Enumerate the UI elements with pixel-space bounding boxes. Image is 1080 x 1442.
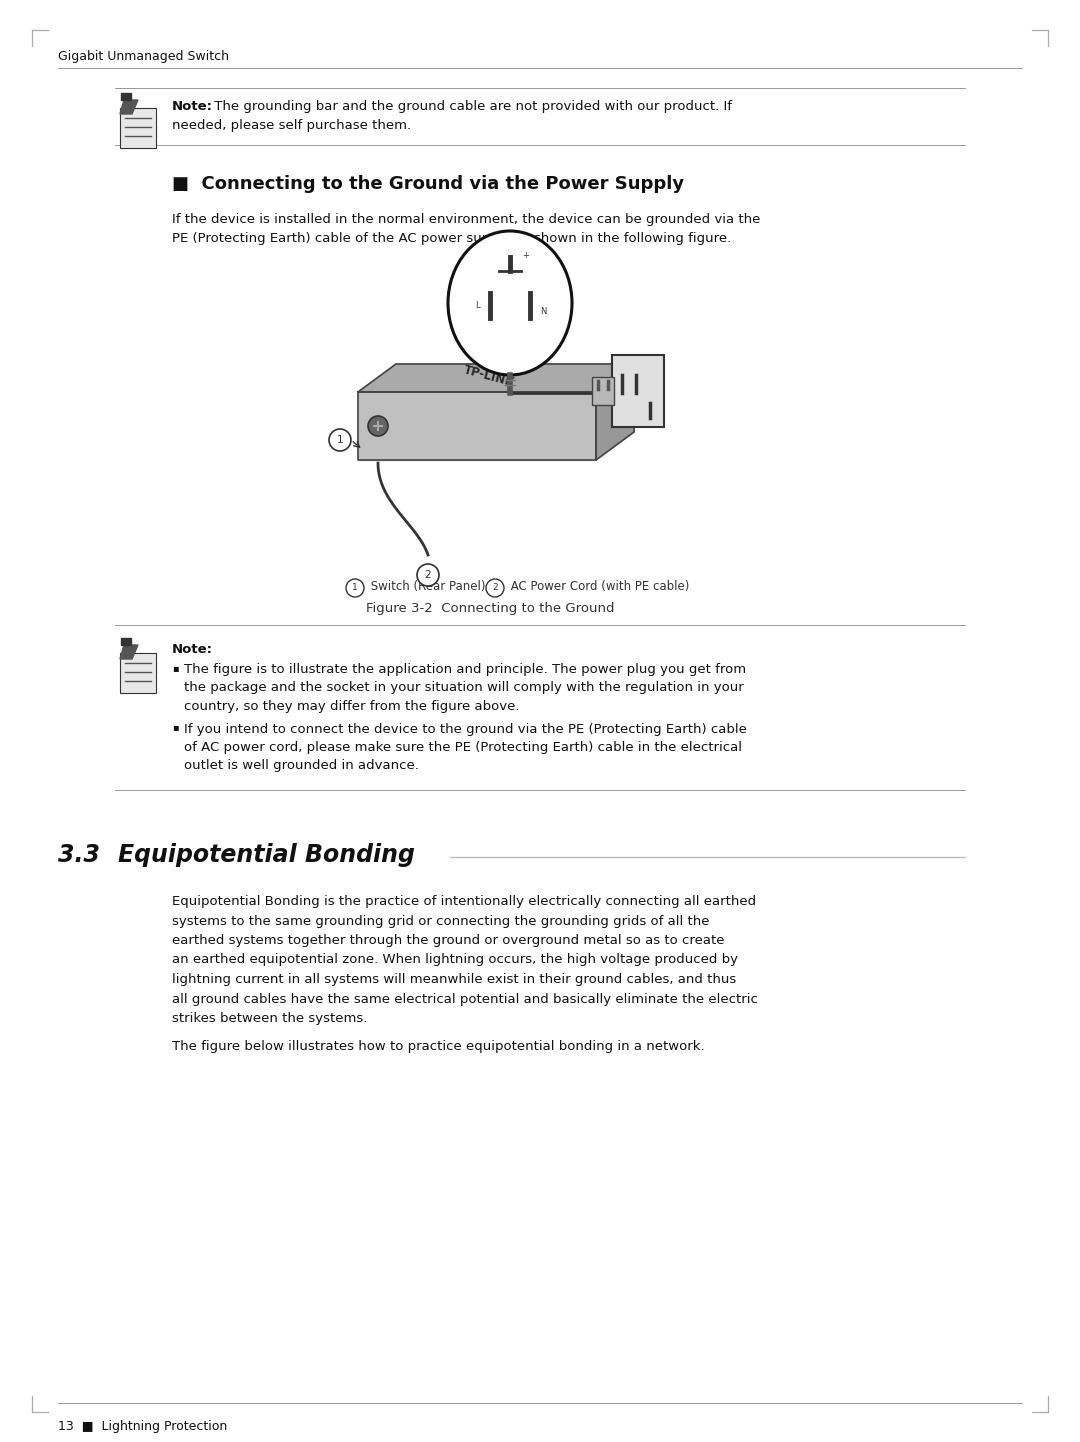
Circle shape: [417, 564, 438, 585]
Circle shape: [329, 430, 351, 451]
Text: 2: 2: [424, 570, 431, 580]
Text: 2: 2: [492, 584, 498, 593]
Text: The figure is to illustrate the application and principle. The power plug you ge: The figure is to illustrate the applicat…: [184, 663, 746, 676]
Text: The figure below illustrates how to practice equipotential bonding in a network.: The figure below illustrates how to prac…: [172, 1040, 704, 1053]
Circle shape: [346, 580, 364, 597]
Text: The grounding bar and the ground cable are not provided with our product. If: The grounding bar and the ground cable a…: [210, 99, 732, 112]
Text: If the device is installed in the normal environment, the device can be grounded: If the device is installed in the normal…: [172, 213, 760, 226]
Text: Note:: Note:: [172, 99, 213, 112]
Text: Note:: Note:: [172, 643, 213, 656]
Text: AC Power Cord (with PE cable): AC Power Cord (with PE cable): [507, 580, 689, 593]
Text: outlet is well grounded in advance.: outlet is well grounded in advance.: [184, 760, 419, 773]
Text: 3.3: 3.3: [58, 844, 100, 867]
Text: an earthed equipotential zone. When lightning occurs, the high voltage produced : an earthed equipotential zone. When ligh…: [172, 953, 738, 966]
Circle shape: [486, 580, 504, 597]
Text: ▪: ▪: [172, 663, 178, 673]
Text: Switch (Rear Panel): Switch (Rear Panel): [367, 580, 486, 593]
Polygon shape: [357, 392, 596, 460]
Text: +: +: [522, 251, 529, 260]
Text: Figure 3-2  Connecting to the Ground: Figure 3-2 Connecting to the Ground: [366, 601, 615, 614]
Text: 1: 1: [337, 435, 343, 446]
Text: ▪: ▪: [172, 722, 178, 733]
Text: the package and the socket in your situation will comply with the regulation in : the package and the socket in your situa…: [184, 682, 744, 695]
Text: L: L: [475, 300, 480, 310]
Text: country, so they may differ from the figure above.: country, so they may differ from the fig…: [184, 699, 519, 712]
Bar: [120, 108, 156, 149]
Text: 13  ■  Lightning Protection: 13 ■ Lightning Protection: [58, 1420, 227, 1433]
Text: Gigabit Unmanaged Switch: Gigabit Unmanaged Switch: [58, 50, 229, 63]
Ellipse shape: [448, 231, 572, 375]
Text: all ground cables have the same electrical potential and basically eliminate the: all ground cables have the same electric…: [172, 992, 758, 1005]
Text: of AC power cord, please make sure the PE (Protecting Earth) cable in the electr: of AC power cord, please make sure the P…: [184, 741, 742, 754]
Text: N: N: [540, 307, 546, 316]
Text: If you intend to connect the device to the ground via the PE (Protecting Earth) : If you intend to connect the device to t…: [184, 722, 747, 735]
Text: needed, please self purchase them.: needed, please self purchase them.: [172, 120, 411, 133]
Text: PE (Protecting Earth) cable of the AC power supply as shown in the following fig: PE (Protecting Earth) cable of the AC po…: [172, 232, 731, 245]
Text: ■  Connecting to the Ground via the Power Supply: ■ Connecting to the Ground via the Power…: [172, 174, 684, 193]
Bar: [592, 376, 615, 405]
Bar: [612, 355, 664, 427]
Text: earthed systems together through the ground or overground metal so as to create: earthed systems together through the gro…: [172, 934, 725, 947]
Bar: [120, 653, 156, 694]
Text: lightning current in all systems will meanwhile exist in their ground cables, an: lightning current in all systems will me…: [172, 973, 737, 986]
Polygon shape: [120, 645, 138, 659]
Polygon shape: [596, 363, 634, 460]
Text: Equipotential Bonding: Equipotential Bonding: [118, 844, 415, 867]
Text: strikes between the systems.: strikes between the systems.: [172, 1012, 367, 1025]
Text: TP-LINK: TP-LINK: [462, 363, 516, 389]
Polygon shape: [121, 637, 131, 645]
Text: systems to the same grounding grid or connecting the grounding grids of all the: systems to the same grounding grid or co…: [172, 914, 710, 927]
Polygon shape: [121, 92, 131, 99]
Circle shape: [368, 415, 388, 435]
Text: Equipotential Bonding is the practice of intentionally electrically connecting a: Equipotential Bonding is the practice of…: [172, 895, 756, 908]
Polygon shape: [357, 363, 634, 392]
Polygon shape: [120, 99, 138, 114]
Text: 1: 1: [352, 584, 357, 593]
